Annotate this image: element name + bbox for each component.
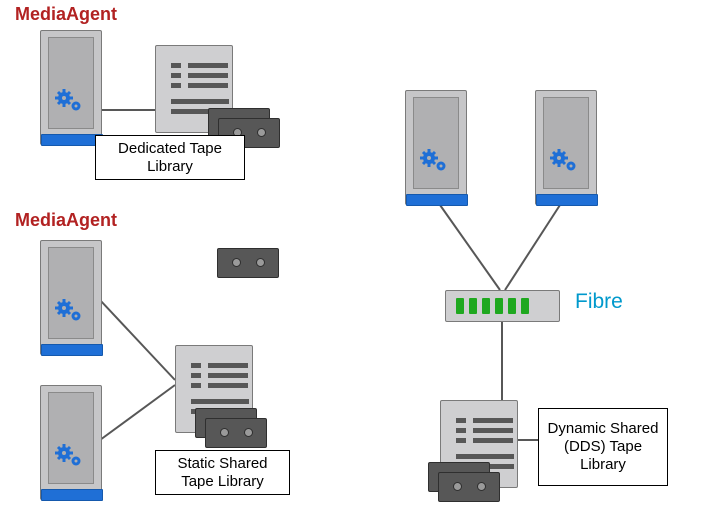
server-icon [40, 30, 102, 145]
server-icon [40, 240, 102, 355]
tape-icon [438, 472, 500, 502]
label-fibre: Fibre [575, 290, 623, 314]
title-mediaagent-2: MediaAgent [15, 210, 117, 231]
server-icon [40, 385, 102, 500]
server-icon [535, 90, 597, 205]
fibre-switch-icon [445, 290, 560, 322]
title-mediaagent-1: MediaAgent [15, 4, 117, 25]
tape-icon [205, 418, 267, 448]
server-icon [405, 90, 467, 205]
label-dynamic: Dynamic Shared (DDS) Tape Library [538, 408, 668, 486]
label-dedicated: Dedicated Tape Library [95, 135, 245, 180]
label-static: Static Shared Tape Library [155, 450, 290, 495]
tape-icon [217, 248, 279, 278]
